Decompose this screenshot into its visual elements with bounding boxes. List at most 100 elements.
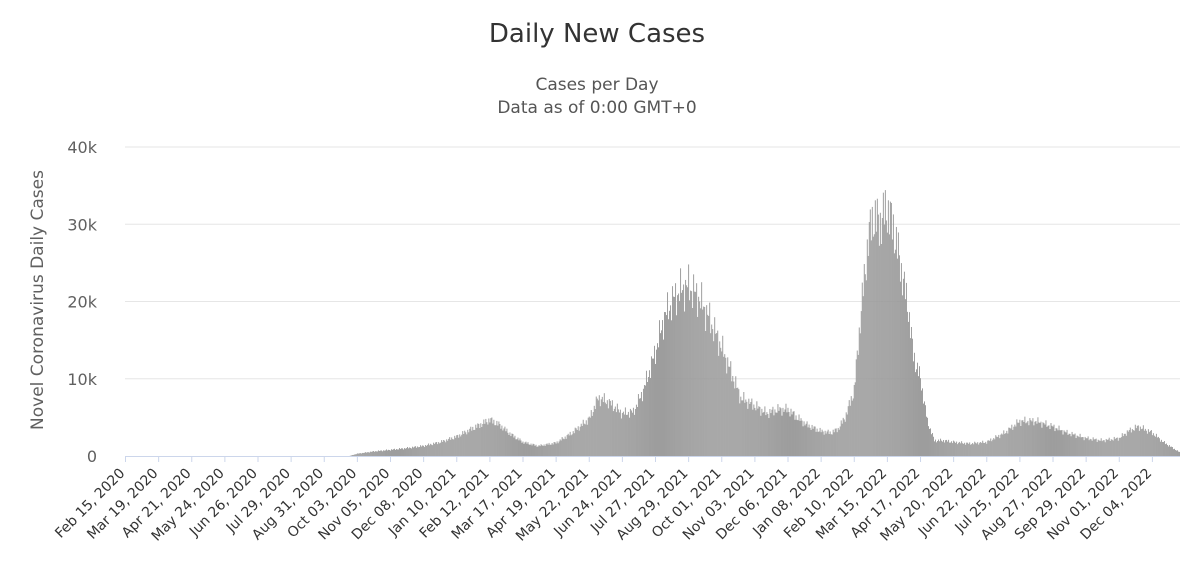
bar[interactable]	[588, 416, 590, 456]
bar[interactable]	[1106, 440, 1108, 456]
bar[interactable]	[725, 357, 727, 456]
bar[interactable]	[1114, 438, 1116, 456]
bar[interactable]	[1041, 427, 1043, 456]
bar[interactable]	[579, 426, 581, 456]
bar[interactable]	[455, 437, 457, 456]
bar[interactable]	[1070, 436, 1072, 456]
bar[interactable]	[557, 443, 559, 456]
bar[interactable]	[1147, 429, 1149, 456]
bar[interactable]	[816, 428, 818, 456]
bar[interactable]	[765, 415, 767, 456]
bar[interactable]	[1046, 426, 1048, 456]
bar[interactable]	[1025, 423, 1027, 456]
bar[interactable]	[791, 414, 793, 456]
bar[interactable]	[1084, 436, 1086, 456]
bar[interactable]	[677, 295, 679, 456]
bar[interactable]	[877, 214, 879, 456]
bar[interactable]	[822, 431, 824, 456]
bar[interactable]	[919, 366, 920, 456]
bar[interactable]	[835, 428, 837, 456]
bar[interactable]	[423, 445, 425, 456]
bar[interactable]	[424, 447, 426, 456]
bar[interactable]	[676, 315, 678, 456]
bar[interactable]	[881, 218, 883, 456]
bar[interactable]	[663, 339, 664, 456]
bar[interactable]	[452, 439, 454, 456]
bar[interactable]	[415, 446, 417, 456]
bar[interactable]	[525, 441, 527, 456]
bar[interactable]	[1055, 428, 1057, 456]
bar[interactable]	[673, 296, 675, 456]
bar[interactable]	[754, 407, 756, 456]
bar[interactable]	[859, 333, 861, 456]
bar[interactable]	[1058, 425, 1060, 456]
bar[interactable]	[743, 392, 745, 456]
bar[interactable]	[896, 258, 898, 456]
bar[interactable]	[901, 295, 903, 456]
bar[interactable]	[531, 445, 533, 456]
bar[interactable]	[590, 410, 592, 456]
bar[interactable]	[974, 441, 976, 456]
bar[interactable]	[848, 400, 850, 456]
bar[interactable]	[368, 452, 370, 456]
bar[interactable]	[656, 349, 657, 456]
bar[interactable]	[875, 231, 877, 456]
bar[interactable]	[687, 287, 689, 456]
bar[interactable]	[408, 448, 410, 456]
bar[interactable]	[435, 442, 437, 456]
bar[interactable]	[473, 429, 475, 456]
bar[interactable]	[960, 443, 962, 456]
bar[interactable]	[650, 356, 652, 456]
bar[interactable]	[461, 434, 463, 456]
bar[interactable]	[752, 409, 754, 456]
bar[interactable]	[388, 449, 389, 456]
bar[interactable]	[1001, 433, 1003, 456]
bar[interactable]	[879, 212, 881, 456]
bar[interactable]	[1011, 424, 1013, 456]
bar[interactable]	[882, 192, 884, 457]
bar[interactable]	[1086, 438, 1088, 456]
bar[interactable]	[598, 395, 600, 456]
bar[interactable]	[519, 438, 521, 456]
bar[interactable]	[833, 432, 835, 456]
bar[interactable]	[555, 443, 557, 456]
bar[interactable]	[723, 356, 725, 456]
bar[interactable]	[992, 439, 994, 456]
bar[interactable]	[591, 415, 593, 456]
bar[interactable]	[1000, 434, 1002, 456]
bar[interactable]	[518, 440, 520, 456]
bar[interactable]	[440, 442, 442, 456]
bar[interactable]	[477, 423, 479, 456]
bar[interactable]	[837, 427, 839, 456]
bar[interactable]	[711, 324, 713, 456]
bar[interactable]	[418, 447, 420, 456]
bar[interactable]	[374, 451, 376, 456]
bar[interactable]	[463, 433, 465, 456]
bar[interactable]	[627, 411, 629, 456]
bar[interactable]	[599, 406, 601, 456]
bar[interactable]	[1120, 437, 1122, 456]
bar[interactable]	[776, 412, 778, 456]
bar[interactable]	[697, 316, 699, 456]
bar[interactable]	[872, 236, 874, 456]
bar[interactable]	[483, 419, 485, 456]
bar[interactable]	[1166, 445, 1168, 456]
bar[interactable]	[485, 418, 487, 456]
bar[interactable]	[909, 338, 911, 456]
bar[interactable]	[805, 423, 807, 456]
bar[interactable]	[659, 320, 660, 456]
bar[interactable]	[353, 454, 355, 456]
bar[interactable]	[471, 430, 473, 456]
bar[interactable]	[1169, 446, 1171, 456]
bar[interactable]	[981, 443, 983, 456]
bar[interactable]	[606, 400, 608, 456]
bar[interactable]	[621, 413, 623, 456]
bar[interactable]	[493, 419, 495, 456]
bar[interactable]	[1031, 421, 1033, 456]
bar[interactable]	[456, 435, 458, 456]
bar[interactable]	[1018, 422, 1020, 456]
bar[interactable]	[1057, 430, 1059, 456]
bar[interactable]	[972, 442, 974, 456]
bar[interactable]	[1167, 446, 1169, 456]
bar[interactable]	[510, 436, 512, 456]
